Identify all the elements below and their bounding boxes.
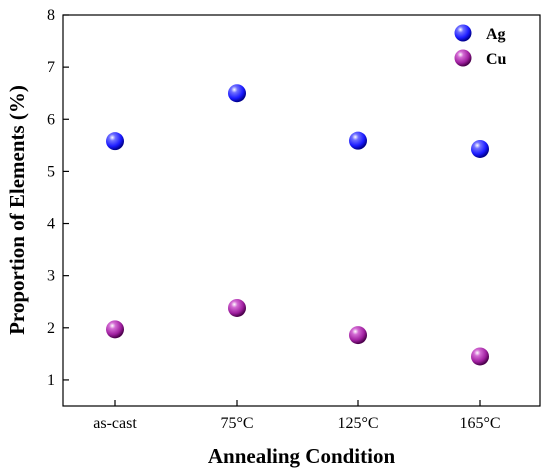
legend: Ag Cu [454,24,507,68]
legend-marker-ag [454,24,472,42]
y-tick-label: 1 [47,372,55,389]
y-tick-label: 2 [47,320,55,337]
data-point-cu [228,298,246,317]
legend-label-ag: Ag [486,26,506,43]
data-point-cu [349,326,367,345]
data-point-ag [349,131,367,150]
x-tick-label: 75°C [220,415,253,432]
y-axis-title: Proportion of Elements (%) [5,85,29,335]
y-tick-label: 4 [47,216,55,233]
data-point-cu [471,347,489,366]
plot-frame [62,14,541,407]
data-point-ag [106,132,124,151]
y-tick-label: 8 [47,7,55,24]
y-tick-label: 5 [47,163,55,180]
y-axis-ticks: 1 2 3 4 5 6 7 8 [47,7,69,389]
data-markers [106,84,489,366]
y-tick-label: 7 [47,59,55,76]
data-point-cu [106,320,124,339]
data-point-ag [471,139,489,158]
x-axis-title: Annealing Condition [208,444,396,468]
x-tick-label: as-cast [93,415,137,432]
data-point-ag [228,84,246,103]
legend-label-cu: Cu [486,51,507,68]
y-tick-label: 3 [47,268,55,285]
x-tick-label: 165°C [459,415,500,432]
legend-marker-cu [454,49,472,67]
x-tick-label: 125°C [337,415,378,432]
y-tick-label: 6 [47,111,55,128]
x-axis-ticks: as-cast 75°C 125°C 165°C [93,400,501,432]
